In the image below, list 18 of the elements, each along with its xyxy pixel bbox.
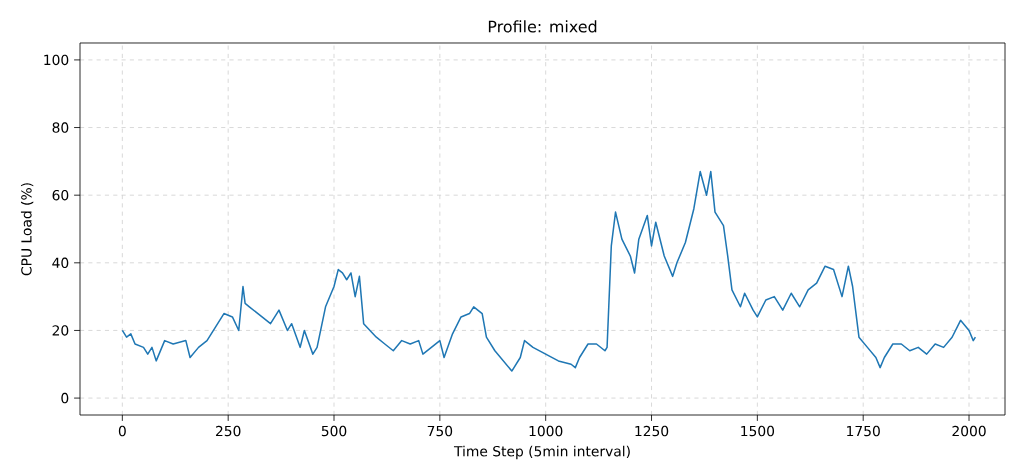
y-tick-label: 0 xyxy=(61,392,69,404)
x-tick-label: 750 xyxy=(427,425,453,437)
x-tick-label: 1250 xyxy=(635,425,669,437)
x-tick-label: 250 xyxy=(215,425,241,437)
x-axis-title: Time Step (5min interval) xyxy=(453,445,630,460)
y-tick-label: 40 xyxy=(52,257,69,269)
x-tick-label: 500 xyxy=(321,425,347,437)
x-tick-label: 1750 xyxy=(847,425,880,437)
y-tick-label: 60 xyxy=(52,189,69,201)
y-tick-label: 80 xyxy=(52,122,69,133)
x-tick-label: 2000 xyxy=(952,425,986,437)
chart-title: Profile: mixed xyxy=(488,20,597,33)
y-axis-title: CPU Load (%) xyxy=(20,183,34,276)
y-tick-label: 20 xyxy=(52,325,69,336)
x-tick-label: 1000 xyxy=(529,425,563,437)
y-tick-label: 100 xyxy=(44,54,69,66)
x-tick-label: 0 xyxy=(118,425,126,437)
x-tick-label: 1500 xyxy=(741,425,775,437)
